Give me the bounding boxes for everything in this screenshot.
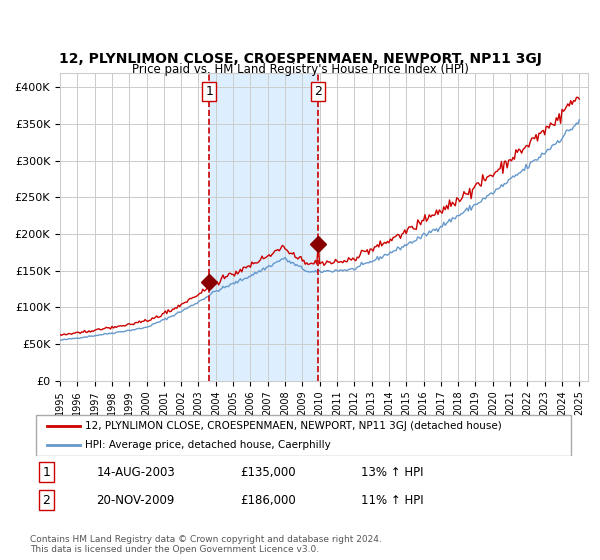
Text: 1: 1 (43, 465, 50, 479)
FancyBboxPatch shape (35, 416, 571, 456)
Text: 2: 2 (314, 85, 322, 97)
Text: 20-NOV-2009: 20-NOV-2009 (96, 493, 175, 507)
Text: 14-AUG-2003: 14-AUG-2003 (96, 465, 175, 479)
Text: 12, PLYNLIMON CLOSE, CROESPENMAEN, NEWPORT, NP11 3GJ (detached house): 12, PLYNLIMON CLOSE, CROESPENMAEN, NEWPO… (85, 421, 502, 431)
Text: £186,000: £186,000 (240, 493, 296, 507)
Text: 11% ↑ HPI: 11% ↑ HPI (361, 493, 424, 507)
Text: Contains HM Land Registry data © Crown copyright and database right 2024.
This d: Contains HM Land Registry data © Crown c… (30, 535, 382, 554)
Text: 13% ↑ HPI: 13% ↑ HPI (361, 465, 424, 479)
Text: £135,000: £135,000 (240, 465, 295, 479)
Text: HPI: Average price, detached house, Caerphilly: HPI: Average price, detached house, Caer… (85, 440, 331, 450)
Bar (209, 73, 318, 381)
Text: 2: 2 (43, 493, 50, 507)
Text: 12, PLYNLIMON CLOSE, CROESPENMAEN, NEWPORT, NP11 3GJ: 12, PLYNLIMON CLOSE, CROESPENMAEN, NEWPO… (59, 52, 541, 66)
Text: 1: 1 (205, 85, 213, 97)
Text: Price paid vs. HM Land Registry's House Price Index (HPI): Price paid vs. HM Land Registry's House … (131, 63, 469, 77)
